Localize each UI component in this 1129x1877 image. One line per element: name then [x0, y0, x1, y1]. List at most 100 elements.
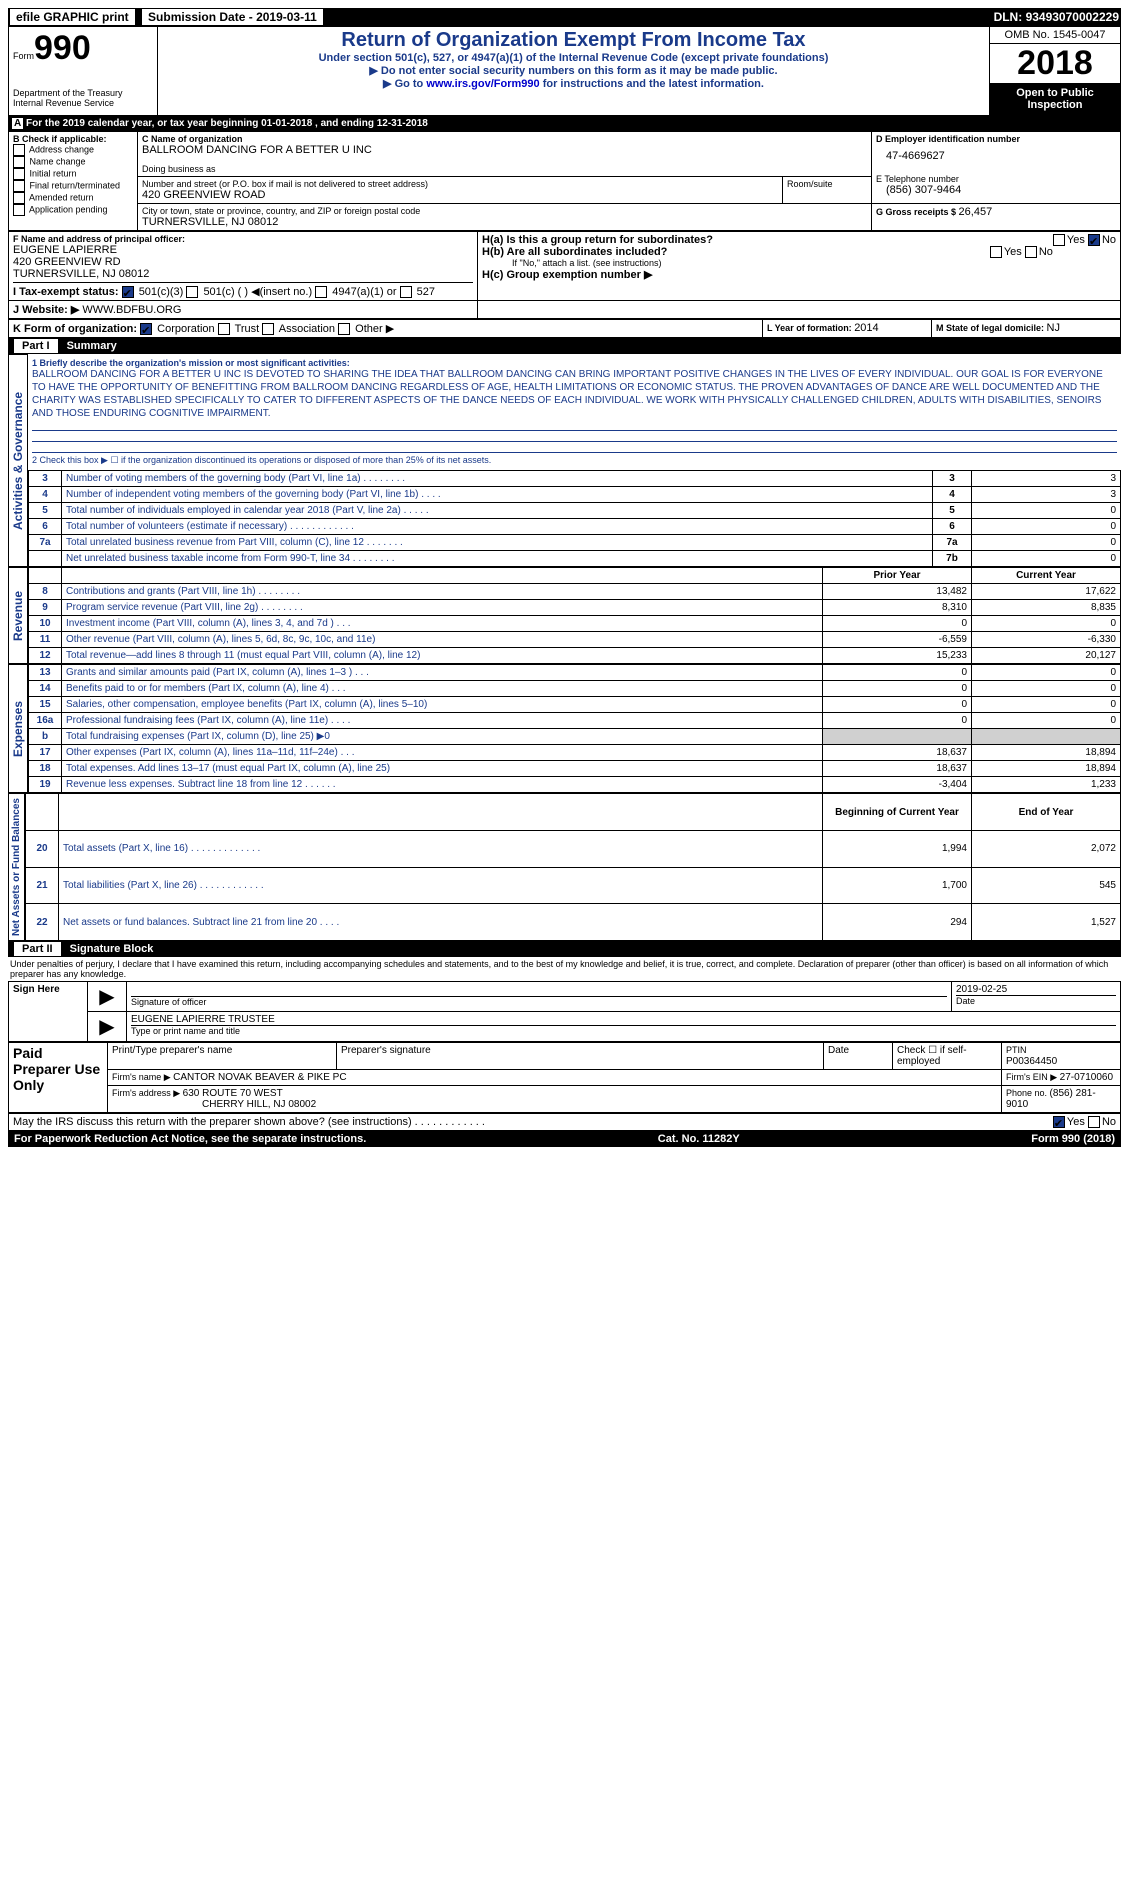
subdate-pill: Submission Date - 2019-03-11: [142, 9, 323, 25]
discuss-yes-check[interactable]: ✔: [1053, 1116, 1065, 1128]
ha-yes-check[interactable]: [1053, 234, 1065, 246]
netassets-section: Net Assets or Fund Balances Beginning of…: [8, 793, 1121, 941]
discuss-row: May the IRS discuss this return with the…: [8, 1113, 1121, 1131]
subdate-value: 2019-03-11: [256, 10, 317, 24]
dept-label: Department of the Treasury Internal Reve…: [13, 88, 153, 108]
k-trust: Trust: [235, 323, 260, 335]
b-check[interactable]: [13, 168, 25, 180]
klm-block: K Form of organization: ✔ Corporation Tr…: [8, 319, 1121, 338]
no-label: No: [1102, 234, 1116, 246]
room-label: Room/suite: [783, 177, 872, 203]
fh-block: F Name and address of principal officer:…: [8, 231, 1121, 319]
part-i-bar: Part I Summary: [8, 338, 1121, 354]
dln-value: 93493070002229: [1026, 10, 1119, 24]
footer-mid: Cat. No. 11282Y: [658, 1133, 740, 1145]
signer-name-label: Type or print name and title: [131, 1025, 1116, 1036]
f-label: F Name and address of principal officer:: [13, 234, 473, 244]
ein-value: 47-4669627: [886, 150, 1116, 162]
j-label: J Website: ▶: [13, 304, 79, 316]
city-value: TURNERSVILLE, NJ 08012: [142, 216, 867, 228]
entity-block: B Check if applicable: Address change Na…: [8, 131, 1121, 231]
h-note: If "No," attach a list. (see instruction…: [512, 258, 1116, 268]
gov-table: 3Number of voting members of the governi…: [28, 470, 1121, 567]
check-501c3[interactable]: ✔: [122, 286, 134, 298]
b-check[interactable]: [13, 204, 25, 216]
firm-phone-label: Phone no.: [1006, 1088, 1050, 1098]
na-sidelabel: Net Assets or Fund Balances: [8, 793, 25, 941]
ein-label: Firm's EIN ▶: [1006, 1072, 1060, 1082]
revenue-section: Revenue Prior YearCurrent Year8Contribut…: [8, 567, 1121, 664]
self-emp-label: Check ☐ if self-employed: [893, 1043, 1002, 1070]
exp-table: 13Grants and similar amounts paid (Part …: [28, 664, 1121, 793]
subtitle-2: ▶ Do not enter social security numbers o…: [162, 64, 985, 77]
c-name-label: C Name of organization: [142, 134, 867, 144]
exp-sidelabel: Expenses: [8, 664, 28, 793]
opt-4947: 4947(a)(1) or: [332, 286, 396, 298]
discuss-yes: Yes: [1067, 1116, 1085, 1128]
signer-name: EUGENE LAPIERRE TRUSTEE: [131, 1014, 1116, 1025]
line-a-text: For the 2019 calendar year, or tax year …: [26, 118, 428, 129]
hb-yes-check[interactable]: [990, 246, 1002, 258]
k-assoc-check[interactable]: [262, 323, 274, 335]
b-check[interactable]: [13, 156, 25, 168]
sign-arrow-icon: ▶: [88, 982, 127, 1012]
perjury-text: Under penalties of perjury, I declare th…: [8, 957, 1121, 981]
opt-527: 527: [417, 286, 435, 298]
footer-right: Form 990 (2018): [1031, 1133, 1115, 1145]
ag-sidelabel: Activities & Governance: [8, 354, 28, 567]
street-label: Number and street (or P.O. box if mail i…: [142, 179, 778, 189]
discuss-no: No: [1102, 1116, 1116, 1128]
part-ii-label: Part II: [14, 942, 61, 956]
sign-here-label: Sign Here: [9, 982, 88, 1042]
check-4947[interactable]: [315, 286, 327, 298]
e-label: E Telephone number: [876, 174, 1116, 184]
tax-year: 2018: [990, 44, 1120, 83]
na-table: Beginning of Current YearEnd of Year20To…: [25, 793, 1121, 941]
discuss-no-check[interactable]: [1088, 1116, 1100, 1128]
subdate-label: Submission Date -: [148, 10, 256, 24]
sign-arrow-icon-2: ▶: [88, 1012, 127, 1042]
m-label: M State of legal domicile:: [936, 323, 1047, 333]
open-inspection: Open to Public Inspection: [990, 83, 1120, 115]
k-corp-check[interactable]: ✔: [140, 323, 152, 335]
b-check[interactable]: [13, 180, 25, 192]
sig-label: Signature of officer: [131, 996, 947, 1007]
prep-date-label: Date: [824, 1043, 893, 1070]
line-2: 2 Check this box ▶ ☐ if the organization…: [32, 455, 1117, 466]
b-check[interactable]: [13, 192, 25, 204]
yes-label2: Yes: [1004, 246, 1022, 258]
b-check[interactable]: [13, 144, 25, 156]
sub3-post: for instructions and the latest informat…: [540, 78, 764, 90]
firm-addr2: CHERRY HILL, NJ 08002: [202, 1099, 316, 1110]
ha-label: H(a) Is this a group return for subordin…: [482, 234, 713, 246]
sub3-pre: ▶ Go to: [383, 78, 426, 90]
prep-sig-label: Preparer's signature: [337, 1043, 824, 1070]
ha-no-check[interactable]: ✔: [1088, 234, 1100, 246]
sign-date: 2019-02-25: [956, 984, 1116, 995]
m-value: NJ: [1047, 322, 1060, 334]
k-trust-check[interactable]: [218, 323, 230, 335]
efile-pill: efile GRAPHIC print: [10, 9, 135, 25]
street-value: 420 GREENVIEW ROAD: [142, 189, 778, 201]
form-title: Return of Organization Exempt From Incom…: [162, 29, 985, 52]
expenses-section: Expenses 13Grants and similar amounts pa…: [8, 664, 1121, 793]
form-word: Form: [13, 51, 34, 61]
k-assoc: Association: [279, 323, 335, 335]
k-other-check[interactable]: [338, 323, 350, 335]
rev-table: Prior YearCurrent Year8Contributions and…: [28, 567, 1121, 664]
irs-link[interactable]: www.irs.gov/Form990: [426, 78, 539, 90]
officer-addr2: TURNERSVILLE, NJ 08012: [13, 268, 473, 280]
form-number: 990: [34, 29, 91, 67]
hb-no-check[interactable]: [1025, 246, 1037, 258]
firm-name: CANTOR NOVAK BEAVER & PIKE PC: [173, 1072, 346, 1083]
part-ii-bar: Part II Signature Block: [8, 941, 1121, 957]
dba-label: Doing business as: [142, 164, 867, 174]
footer-bar: For Paperwork Reduction Act Notice, see …: [8, 1131, 1121, 1147]
part-i-title: Summary: [67, 340, 117, 352]
officer-addr1: 420 GREENVIEW RD: [13, 256, 473, 268]
check-501c[interactable]: [186, 286, 198, 298]
hc-label: H(c) Group exemption number ▶: [482, 268, 1116, 281]
ag-section: Activities & Governance 1 Briefly descri…: [8, 354, 1121, 567]
check-527[interactable]: [400, 286, 412, 298]
firm-label: Firm's name ▶: [112, 1072, 173, 1082]
